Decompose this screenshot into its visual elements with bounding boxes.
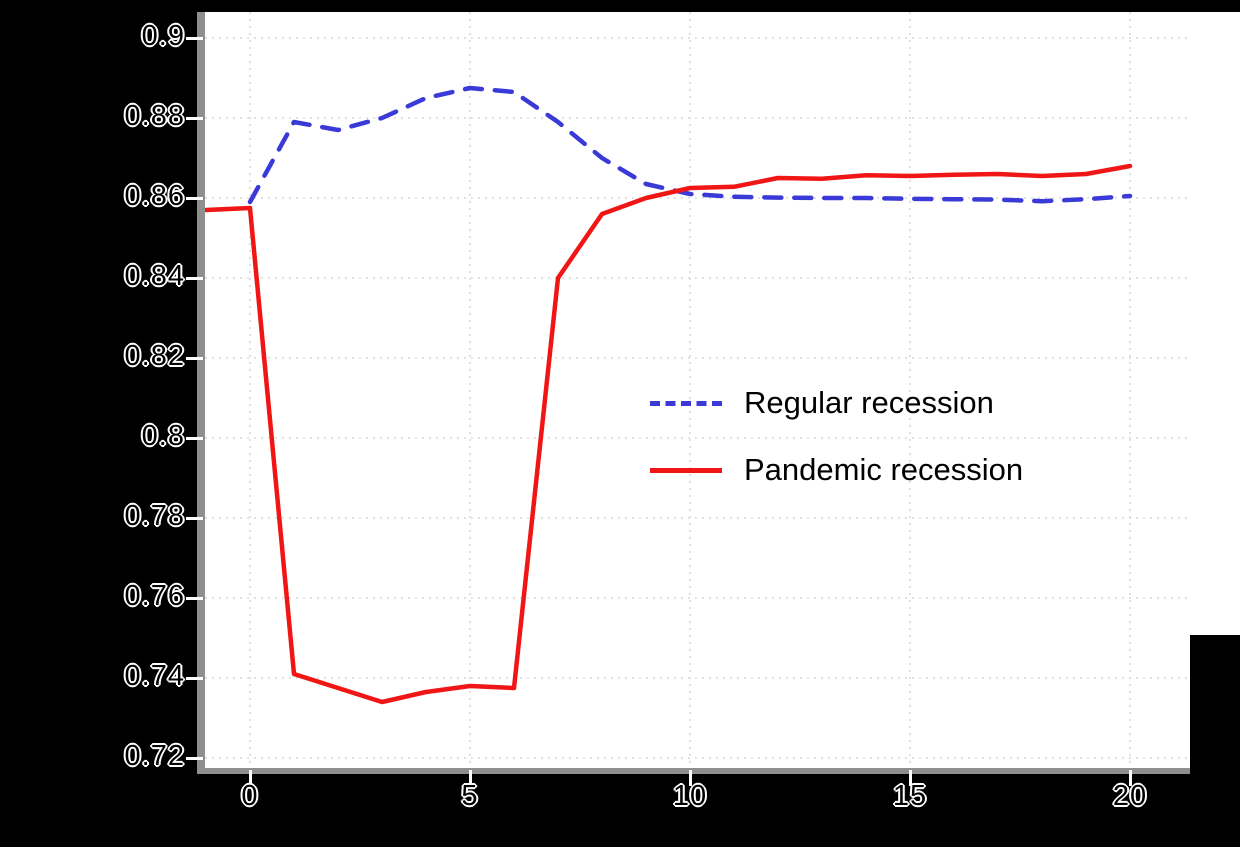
- x-tick-mark: [1128, 770, 1132, 786]
- y-tick-mark: [186, 116, 203, 120]
- y-tick-label: 0.72: [124, 740, 185, 772]
- y-tick-label: 0.76: [124, 580, 185, 612]
- y-tick-mark: [186, 596, 203, 600]
- line-chart: [205, 12, 1190, 768]
- background-notch: [1190, 635, 1240, 770]
- y-tick-mark: [186, 196, 203, 200]
- x-tick-mark: [248, 770, 252, 786]
- y-tick-mark: [186, 356, 203, 360]
- x-tick-label: 0: [241, 780, 259, 812]
- y-tick-label: 0.8: [141, 420, 185, 452]
- x-tick-label: 15: [892, 780, 928, 812]
- legend-line-pandemic-recession: [650, 467, 722, 473]
- x-tick-mark: [908, 770, 912, 786]
- legend-label-regular-recession: Regular recession: [744, 385, 994, 420]
- x-axis-spine: [197, 768, 1190, 774]
- series-pandemic-recession: [205, 163, 1133, 705]
- x-tick-label: 20: [1112, 780, 1148, 812]
- series-regular-recession: [247, 85, 1133, 205]
- y-tick-label: 0.82: [124, 340, 185, 372]
- y-tick-mark: [186, 436, 203, 440]
- legend-item-regular-recession: Regular recession: [650, 378, 1023, 428]
- x-tick-mark: [688, 770, 692, 786]
- y-tick-mark: [186, 516, 203, 520]
- legend-label-pandemic-recession: Pandemic recession: [744, 452, 1024, 487]
- legend-line-regular-recession: [650, 400, 722, 406]
- y-tick-label: 0.78: [124, 500, 185, 532]
- y-tick-mark: [186, 756, 203, 760]
- legend-item-pandemic-recession: Pandemic recession: [650, 445, 1023, 495]
- y-tick-mark: [186, 676, 203, 680]
- y-tick-label: 0.88: [124, 100, 185, 132]
- y-axis-spine: [197, 12, 205, 774]
- y-tick-mark: [186, 36, 203, 40]
- y-tick-label: 0.84: [124, 260, 185, 292]
- y-tick-label: 0.86: [124, 180, 185, 212]
- x-tick-label: 10: [672, 780, 708, 812]
- plot-area: Regular recession Pandemic recession: [205, 12, 1240, 770]
- y-tick-mark: [186, 276, 203, 280]
- x-tick-label: 5: [461, 780, 479, 812]
- legend: Regular recession Pandemic recession: [650, 378, 1023, 512]
- y-tick-label: 0.9: [141, 20, 185, 52]
- y-tick-label: 0.74: [124, 660, 185, 692]
- x-tick-mark: [468, 770, 472, 786]
